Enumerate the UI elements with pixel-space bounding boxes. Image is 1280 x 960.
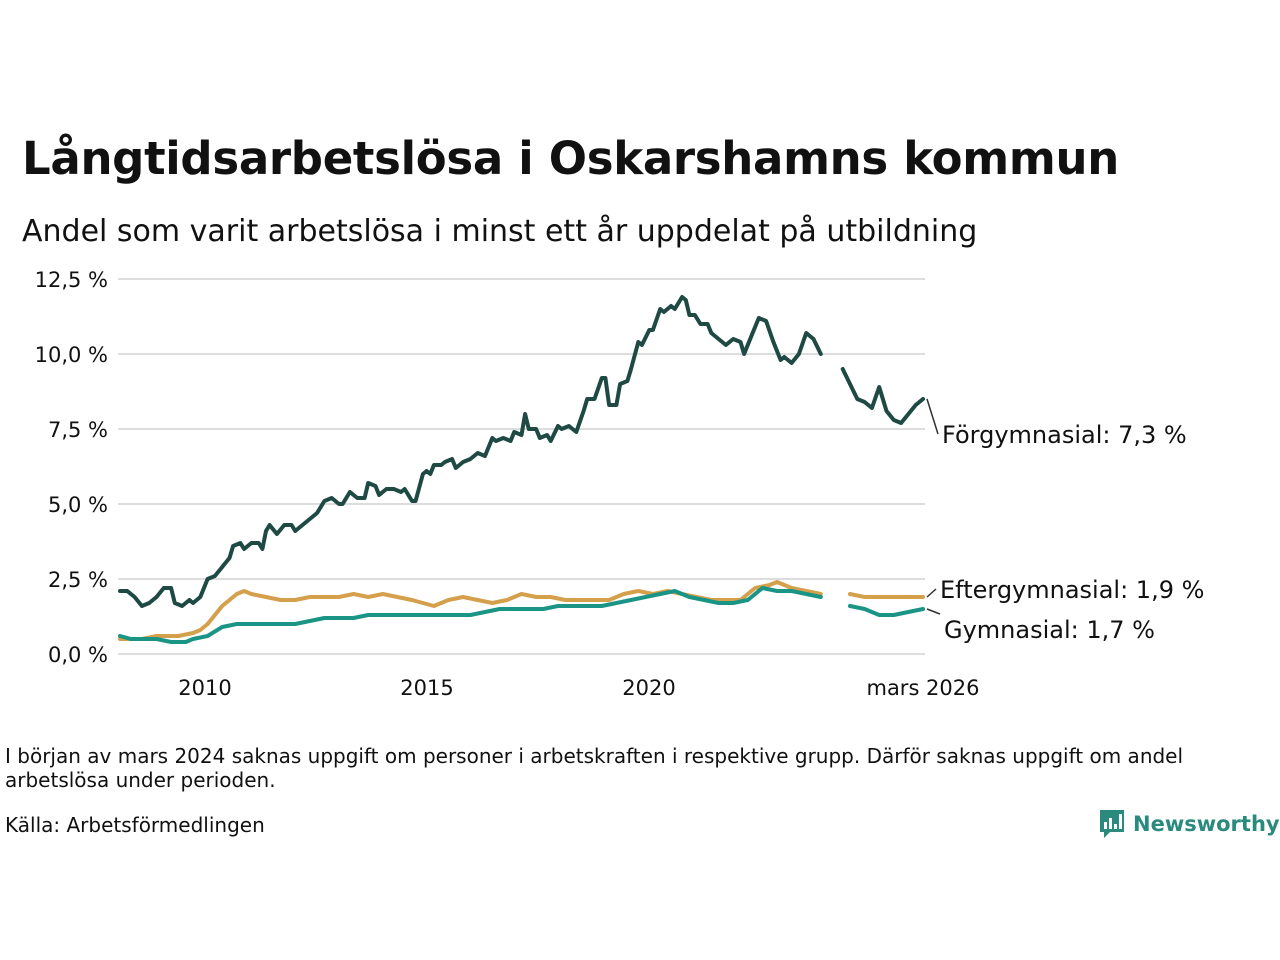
x-axis-ticks: 2010 2015 2020 mars 2026 (178, 676, 979, 700)
series-line-förgymnasial-1 (118, 295, 823, 608)
footnote: I början av mars 2024 saknas uppgift om … (5, 744, 1184, 792)
end-labels: Förgymnasial: 7,3 % Eftergymnasial: 1,9 %… (926, 398, 1204, 644)
series-line-gymnasial-1 (118, 586, 823, 644)
end-label-förgymnasial: Förgymnasial: 7,3 % (942, 421, 1187, 449)
chart-title: Långtidsarbetslösa i Oskarshamns kommun (22, 132, 1119, 185)
gridlines (118, 278, 925, 655)
y-tick-label: 2,5 % (48, 568, 108, 592)
end-label-eftergymnasial: Eftergymnasial: 1,9 % (940, 576, 1204, 604)
bar-chart-icon (1100, 810, 1124, 838)
x-tick-label: 2010 (178, 676, 231, 700)
x-tick-label: 2015 (400, 676, 453, 700)
label-leader-förgymnasial (926, 398, 939, 435)
line-chart: 0,0 %2,5 %5,0 %7,5 %10,0 %12,5 % 2010 201… (35, 268, 1205, 700)
y-axis-ticks: 0,0 % 2,5 % 5,0 % 7,5 % 10,0 % 12,5 % (35, 268, 108, 667)
series-line-gymnasial-2 (848, 604, 925, 617)
series-line-förgymnasial-2 (840, 367, 925, 425)
label-leader-eftergymnasial (926, 588, 937, 598)
series-line-eftergymnasial-2 (848, 592, 925, 599)
x-tick-label: mars 2026 (866, 676, 979, 700)
y-tick-label: 7,5 % (48, 418, 108, 442)
brand-logo: Newsworthy (1098, 808, 1280, 840)
y-tick-label: 12,5 % (35, 268, 108, 292)
series-lines (118, 295, 925, 644)
y-tick-label: 10,0 % (35, 343, 108, 367)
end-label-gymnasial: Gymnasial: 1,7 % (944, 616, 1155, 644)
label-leader-gymnasial (926, 608, 941, 615)
y-tick-label: 0,0 % (48, 643, 108, 667)
x-tick-label: 2020 (622, 676, 675, 700)
chart-subtitle: Andel som varit arbetslösa i minst ett å… (22, 214, 978, 249)
series-line-eftergymnasial-1 (118, 580, 823, 641)
y-tick-label: 5,0 % (48, 493, 108, 517)
source-credit: Källa: Arbetsförmedlingen (5, 813, 265, 837)
brand-name: Newsworthy (1133, 812, 1280, 836)
